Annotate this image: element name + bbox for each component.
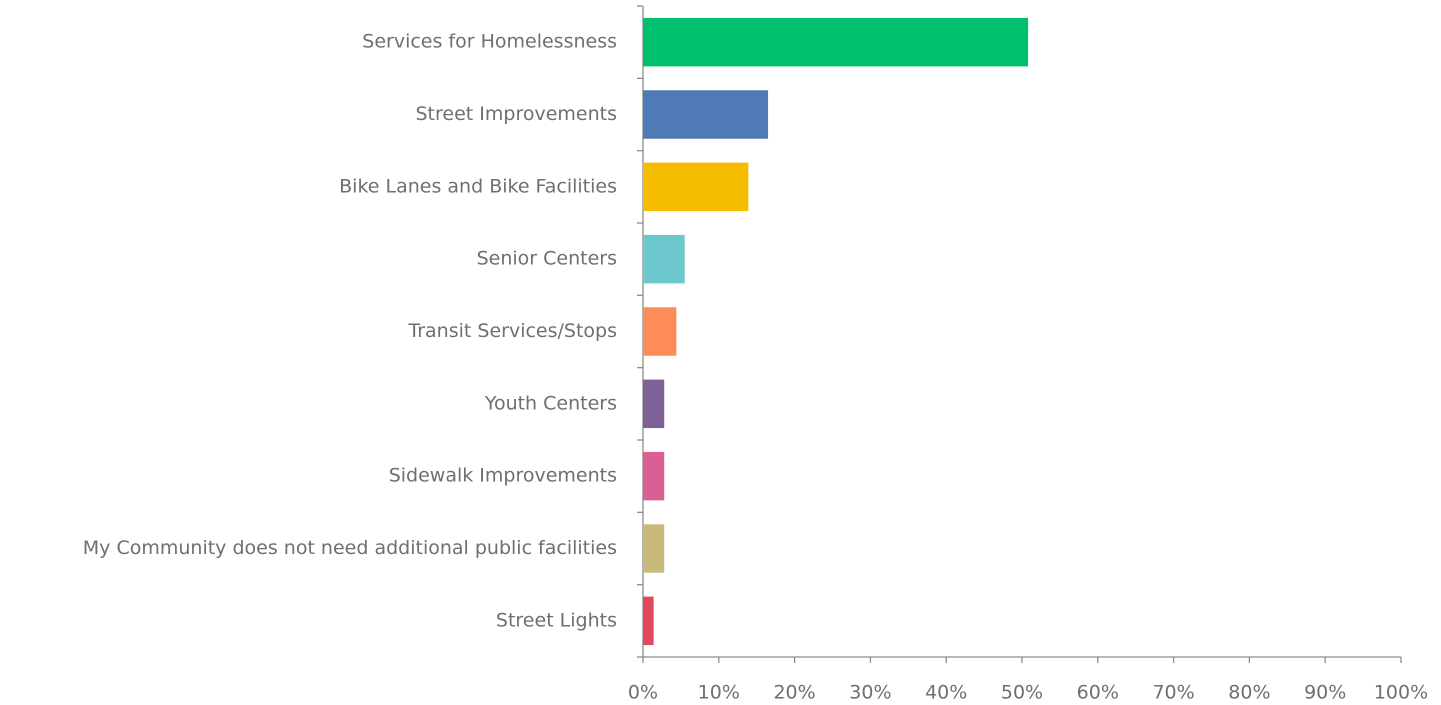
bar bbox=[643, 307, 677, 356]
bar bbox=[643, 596, 654, 646]
x-tick-label: 10% bbox=[698, 682, 740, 704]
bar bbox=[643, 379, 665, 429]
x-tick-label: 90% bbox=[1304, 682, 1346, 704]
y-tick-label: Youth Centers bbox=[484, 392, 617, 414]
x-tick-label: 80% bbox=[1228, 682, 1270, 704]
y-tick-label: Senior Centers bbox=[477, 248, 617, 270]
bar bbox=[643, 90, 769, 139]
y-tick-label: Sidewalk Improvements bbox=[389, 465, 617, 487]
x-tick-label: 20% bbox=[773, 682, 815, 704]
y-tick-label: Street Lights bbox=[496, 609, 617, 631]
x-tick-label: 70% bbox=[1152, 682, 1194, 704]
bar bbox=[643, 234, 685, 284]
x-tick-label: 100% bbox=[1374, 682, 1428, 704]
y-tick-label: Transit Services/Stops bbox=[407, 320, 617, 342]
x-tick-label: 40% bbox=[925, 682, 967, 704]
bar bbox=[643, 162, 749, 212]
x-tick-label: 0% bbox=[628, 682, 658, 704]
x-tick-label: 60% bbox=[1077, 682, 1119, 704]
y-tick-label: Services for Homelessness bbox=[362, 31, 617, 53]
bar bbox=[643, 17, 1029, 67]
y-tick-label: Street Improvements bbox=[416, 103, 618, 125]
y-tick-label: My Community does not need additional pu… bbox=[83, 537, 617, 559]
bar bbox=[643, 451, 665, 501]
x-tick-label: 50% bbox=[1001, 682, 1043, 704]
bar bbox=[643, 524, 665, 573]
x-tick-label: 30% bbox=[849, 682, 891, 704]
y-tick-label: Bike Lanes and Bike Facilities bbox=[339, 175, 617, 197]
